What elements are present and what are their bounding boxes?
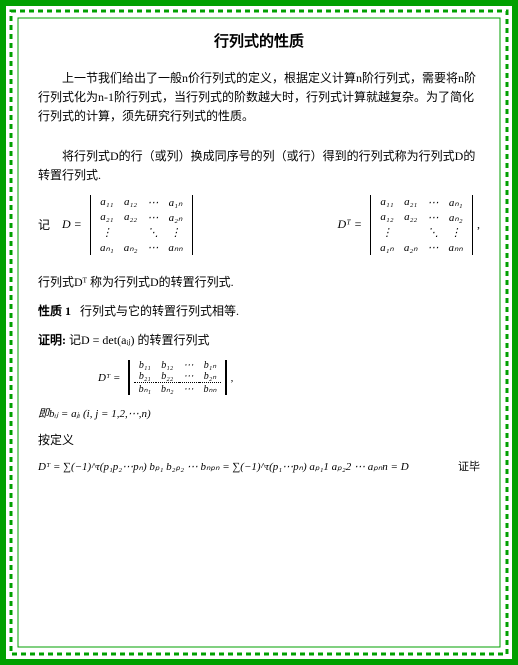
property-text: 行列式与它的转置行列式相等.	[80, 304, 239, 318]
final-equation-row: Dᵀ = ∑(−1)^τ(p₁p₂⋯pₙ) bₚ₁ b₂ₚ₂ ⋯ bₙₚₙ = …	[38, 458, 480, 474]
matrix-D-block: 记 D = a₁₁a₁₂⋯a₁ₙ a₂₁a₂₂⋯a₂ₙ ⋮⋱⋮ aₙ₁aₙ₂⋯a…	[38, 195, 197, 255]
matrix-B-block: Dᵀ = b₁₁b₁₂⋯b₁ₙ b₂₁b₂₂⋯b₂ₙ bₙ₁bₙ₂⋯bₙₙ ,	[98, 360, 480, 396]
property-label: 性质 1	[38, 304, 71, 318]
DT-eq-label: Dᵀ =	[98, 372, 120, 384]
matrix-DT-block: Dᵀ = a₁₁a₂₁⋯aₙ₁ a₁₂a₂₂⋯aₙ₂ ⋮⋱⋮ a₁ₙa₂ₙ⋯aₙ…	[338, 195, 480, 255]
b-equation: 即bᵢⱼ = aⱼᵢ (i, j = 1,2,⋯,n)	[38, 405, 480, 421]
qed: 证毕	[458, 458, 480, 474]
matrix-D: a₁₁a₁₂⋯a₁ₙ a₂₁a₂₂⋯a₂ₙ ⋮⋱⋮ aₙ₁aₙ₂⋯aₙₙ	[86, 195, 197, 255]
matrix-DT: a₁₁a₂₁⋯aₙ₁ a₁₂a₂₂⋯aₙ₂ ⋮⋱⋮ a₁ₙa₂ₙ⋯aₙₙ	[366, 195, 477, 255]
page-title: 行列式的性质	[38, 30, 480, 51]
transpose-statement: 行列式Dᵀ 称为行列式D的转置行列式.	[38, 273, 480, 290]
final-equation: Dᵀ = ∑(−1)^τ(p₁p₂⋯pₙ) bₚ₁ b₂ₚ₂ ⋯ bₙₚₙ = …	[38, 460, 409, 473]
matrix-prefix: 记	[38, 216, 50, 233]
D-label: D =	[62, 217, 82, 232]
proof-text: 记D = det(aᵢⱼ) 的转置行列式	[69, 333, 209, 347]
by-definition: 按定义	[38, 431, 480, 448]
property-1: 性质 1 行列式与它的转置行列式相等.	[38, 302, 480, 319]
matrix-B: b₁₁b₁₂⋯b₁ₙ b₂₁b₂₂⋯b₂ₙ bₙ₁bₙ₂⋯bₙₙ	[124, 360, 230, 396]
proof-line: 证明: 记D = det(aᵢⱼ) 的转置行列式	[38, 331, 480, 348]
matrix-trailing: ,	[477, 217, 480, 232]
DT-label: Dᵀ =	[338, 217, 362, 232]
proof-label: 证明:	[38, 333, 66, 347]
page-content: 行列式的性质 上一节我们给出了一般n价行列式的定义，根据定义计算n阶行列式，需要…	[38, 26, 480, 484]
intro-paragraph: 上一节我们给出了一般n价行列式的定义，根据定义计算n阶行列式，需要将n阶行列式化…	[38, 69, 480, 127]
matrix-definitions: 记 D = a₁₁a₁₂⋯a₁ₙ a₂₁a₂₂⋯a₂ₙ ⋮⋱⋮ aₙ₁aₙ₂⋯a…	[38, 195, 480, 255]
definition-paragraph: 将行列式D的行（或列）换成同序号的列（或行）得到的行列式称为行列式D的转置行列式…	[38, 147, 480, 185]
